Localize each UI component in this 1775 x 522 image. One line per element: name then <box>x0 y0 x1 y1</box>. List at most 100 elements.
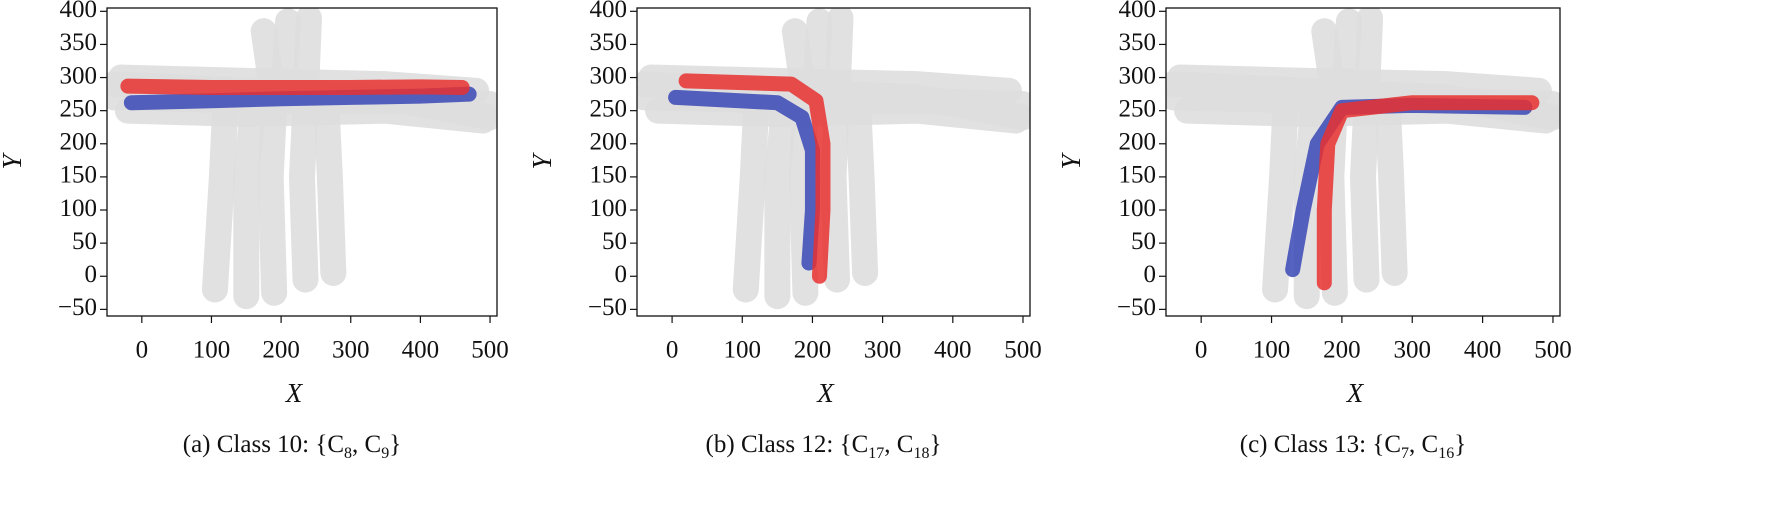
x-tick-label: 0 <box>136 337 149 364</box>
y-tick-label: −50 <box>1117 294 1156 321</box>
trajectory-bundle <box>668 89 820 271</box>
x-tick-label: 100 <box>724 337 762 364</box>
x-tick-label: 400 <box>1464 337 1502 364</box>
y-tick-label: 350 <box>590 29 628 56</box>
y-tick-label: 50 <box>1131 228 1156 255</box>
y-tick-label: 300 <box>60 62 98 89</box>
x-tick-label: 0 <box>1195 337 1208 364</box>
x-tick-label: 500 <box>1534 337 1572 364</box>
y-tick-label: 150 <box>590 162 628 189</box>
background-trajectory <box>1262 91 1299 303</box>
y-tick-label: 400 <box>1119 0 1157 23</box>
x-tick-label: 200 <box>794 337 832 364</box>
x-tick-label: 100 <box>1253 337 1291 364</box>
caption-subscript: 7 <box>1401 445 1409 462</box>
plot-area <box>1166 8 1560 310</box>
y-tick-label: 0 <box>1144 261 1157 288</box>
caption-subscript: 16 <box>1438 445 1454 462</box>
y-tick-label: 350 <box>1119 29 1157 56</box>
caption-text: , C <box>884 431 913 458</box>
background-trajectory <box>1350 8 1384 293</box>
y-tick-label: 400 <box>590 0 628 23</box>
x-tick-label: 200 <box>262 337 300 364</box>
x-tick-label: 400 <box>934 337 972 364</box>
plot-frame <box>636 7 1031 317</box>
plot-frame <box>1165 7 1561 317</box>
caption-subscript: 17 <box>868 445 884 462</box>
background-trajectory <box>845 91 879 286</box>
x-tick-label: 500 <box>1004 337 1042 364</box>
y-tick-label: 200 <box>590 129 628 156</box>
x-tick-label: 300 <box>864 337 902 364</box>
caption-text: , C <box>352 431 381 458</box>
caption: (a) Class 10: {C8, C9} <box>183 431 401 462</box>
caption-text: } <box>389 431 401 458</box>
background-trajectory <box>764 91 798 310</box>
background-trajectory <box>732 91 770 303</box>
caption-text: (c) Class 13: {C <box>1240 431 1401 458</box>
y-tick-label: −50 <box>588 294 627 321</box>
y-tick-label: 200 <box>1119 129 1157 156</box>
plot-area <box>107 8 497 310</box>
caption-subscript: 18 <box>913 445 929 462</box>
chart-panel: 0 100 200 300 400 500 −50 0 50 100 150 200 250 300 350… <box>527 0 1042 462</box>
trajectory-bundle <box>1316 95 1540 291</box>
y-tick-label: 300 <box>590 62 628 89</box>
y-tick-label: 100 <box>590 195 628 222</box>
y-tick-label: 300 <box>1119 62 1157 89</box>
y-axis-title: Y <box>0 152 27 170</box>
x-axis-title: X <box>285 378 304 408</box>
x-tick-label: 200 <box>1323 337 1361 364</box>
y-axis-title: Y <box>527 152 557 170</box>
y-tick-label: 100 <box>1119 195 1157 222</box>
trajectory-bundle <box>120 78 470 95</box>
chart-panel: 0 100 200 300 400 500 −50 0 50 100 150 200 250 300 350… <box>0 0 509 462</box>
y-tick-label: 200 <box>60 129 98 156</box>
chart-panel: 0 100 200 300 400 500 −50 0 50 100 150 200 250 300 350… <box>1056 0 1572 462</box>
y-tick-label: 400 <box>60 0 98 23</box>
caption-text: (a) Class 10: {C <box>183 431 344 458</box>
y-tick-label: 150 <box>1119 162 1157 189</box>
y-tick-label: 350 <box>60 29 98 56</box>
y-tick-label: 100 <box>60 195 98 222</box>
background-trajectory <box>1374 91 1408 286</box>
background-trajectory <box>289 8 322 293</box>
background-trajectory <box>820 8 854 293</box>
background-trajectory <box>233 91 267 310</box>
x-axis-title: X <box>1346 378 1365 408</box>
background-trajectory <box>802 8 833 91</box>
caption-subscript: 9 <box>381 445 389 462</box>
trajectory-bundle <box>123 86 477 111</box>
background-trajectory <box>271 8 302 91</box>
caption-text: (b) Class 12: {C <box>706 431 869 458</box>
background-trajectory <box>201 91 239 303</box>
x-tick-label: 300 <box>332 337 370 364</box>
plot-frame <box>106 7 498 317</box>
background-trajectory <box>1332 8 1362 91</box>
background-trajectory <box>313 91 347 286</box>
x-axis-title: X <box>816 378 835 408</box>
x-tick-label: 300 <box>1394 337 1432 364</box>
y-axis-title: Y <box>1056 152 1086 170</box>
y-tick-label: −50 <box>58 294 97 321</box>
y-tick-label: 50 <box>602 228 627 255</box>
x-tick-label: 0 <box>666 337 679 364</box>
trajectory-bundle <box>678 73 831 284</box>
y-tick-label: 250 <box>60 95 98 122</box>
y-tick-label: 0 <box>85 261 98 288</box>
y-tick-label: 0 <box>615 261 628 288</box>
caption-text: } <box>929 431 941 458</box>
caption: (c) Class 13: {C7, C16} <box>1240 431 1466 462</box>
y-tick-label: 150 <box>60 162 98 189</box>
plot-area <box>637 8 1030 310</box>
caption: (b) Class 12: {C17, C18} <box>706 431 942 462</box>
x-tick-label: 400 <box>402 337 440 364</box>
caption-text: , C <box>1409 431 1438 458</box>
background-trajectory <box>250 18 288 306</box>
y-tick-label: 250 <box>1119 95 1157 122</box>
y-tick-label: 50 <box>72 228 97 255</box>
x-tick-label: 500 <box>471 337 509 364</box>
caption-subscript: 8 <box>344 445 352 462</box>
caption-text: } <box>1454 431 1466 458</box>
